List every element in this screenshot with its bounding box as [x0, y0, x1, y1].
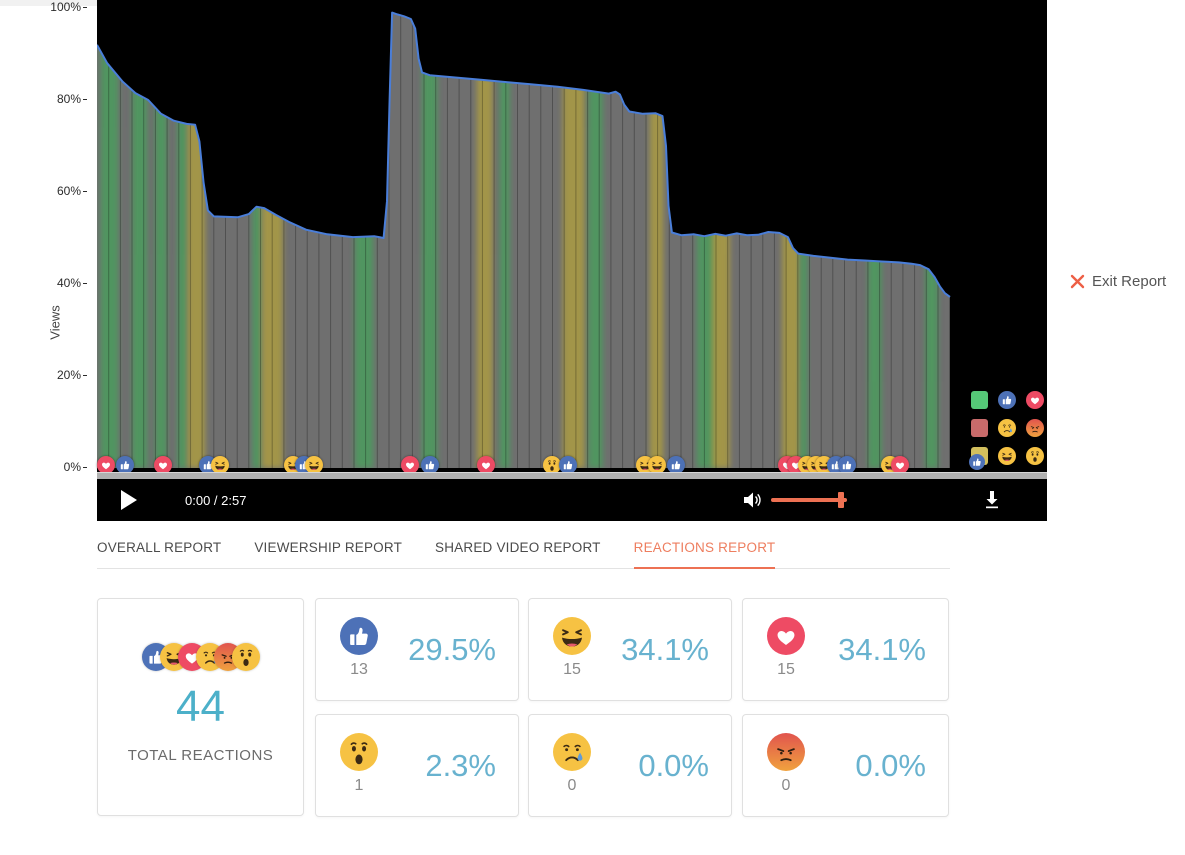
haha-icon: [553, 617, 591, 655]
love-reaction-marker[interactable]: [153, 456, 172, 474]
wow-icon: [1026, 447, 1044, 465]
wow-reaction-card: 1 2.3%: [315, 714, 519, 817]
close-icon: [1070, 274, 1085, 289]
like-reaction-marker[interactable]: [837, 456, 856, 474]
tab-viewership-report[interactable]: VIEWERSHIP REPORT: [254, 540, 403, 555]
like-reaction-marker[interactable]: [558, 456, 577, 474]
love-icon: [767, 617, 805, 655]
legend-color-square: [971, 419, 988, 437]
wow-icon: [340, 733, 378, 771]
tab-shared-video-report[interactable]: SHARED VIDEO REPORT: [435, 540, 601, 555]
love-reaction-marker[interactable]: [401, 456, 420, 474]
like-icon: [340, 617, 378, 655]
wow-percent: 2.3%: [425, 747, 496, 783]
love-icon: [1026, 391, 1044, 409]
like-reaction-marker[interactable]: [667, 456, 686, 474]
angry-reaction-card: 0 0.0%: [742, 714, 949, 817]
download-icon[interactable]: [983, 490, 1001, 510]
sad-percent: 0.0%: [638, 747, 709, 783]
sad-icon: [998, 419, 1016, 437]
play-icon: [121, 490, 137, 510]
haha-reaction-marker[interactable]: [210, 456, 229, 474]
love-percent: 34.1%: [838, 631, 926, 667]
haha-reaction-marker[interactable]: [647, 456, 666, 474]
video-time: 0:00 / 2:57: [185, 493, 247, 508]
wow-reaction-marker[interactable]: [542, 456, 561, 474]
report-tabs: OVERALL REPORT VIEWERSHIP REPORT SHARED …: [97, 534, 950, 569]
angry-icon: [1026, 419, 1044, 437]
love-reaction-card: 15 34.1%: [742, 598, 949, 701]
chart-legend: [969, 391, 1044, 470]
like-count: 13: [350, 661, 368, 678]
like-icon: [969, 454, 985, 470]
legend-color-square: [969, 447, 988, 470]
exit-report-button[interactable]: Exit Report: [1070, 273, 1166, 290]
play-button[interactable]: [121, 490, 139, 510]
tab-overall-report[interactable]: OVERALL REPORT: [97, 540, 222, 555]
total-reactions-card: 44 TOTAL REACTIONS: [97, 598, 304, 816]
haha-reaction-marker[interactable]: [304, 456, 323, 474]
love-reaction-marker[interactable]: [890, 456, 909, 474]
legend-color-square: [971, 391, 988, 409]
tab-reactions-report[interactable]: REACTIONS REPORT: [633, 534, 776, 569]
y-axis-tick-label: 0%: [64, 460, 87, 474]
volume-slider-handle[interactable]: [837, 492, 844, 508]
sad-count: 0: [567, 777, 577, 794]
angry-icon: [767, 733, 805, 771]
total-reactions-count: 44: [176, 682, 225, 731]
reaction-emoji-cluster: [98, 643, 303, 673]
top-strip: [0, 0, 97, 6]
exit-report-label: Exit Report: [1092, 273, 1167, 290]
reaction-timeline-markers: [96, 0, 1047, 474]
sad-reaction-card: 0 0.0%: [528, 714, 732, 817]
y-axis-tick-label: 60%: [57, 184, 87, 198]
haha-count: 15: [563, 661, 581, 678]
like-reaction-card: 13 29.5%: [315, 598, 519, 701]
y-axis-title: Views: [47, 305, 63, 340]
haha-percent: 34.1%: [621, 631, 709, 667]
like-icon: [998, 391, 1016, 409]
total-reactions-label: TOTAL REACTIONS: [127, 747, 274, 764]
legend-square: [971, 391, 988, 409]
y-axis-tick-label: 20%: [57, 368, 87, 382]
y-axis-tick-label: 80%: [57, 92, 87, 106]
volume-icon[interactable]: [742, 490, 762, 510]
sad-icon: [553, 733, 591, 771]
love-reaction-marker[interactable]: [96, 456, 115, 474]
like-reaction-marker[interactable]: [420, 456, 439, 474]
video-player-controls: 0:00 / 2:57: [97, 479, 1047, 521]
viewer-retention-chart: [96, 0, 1047, 474]
haha-reaction-card: 15 34.1%: [528, 598, 732, 701]
video-seekbar[interactable]: [97, 472, 1047, 479]
legend-square: [971, 419, 988, 437]
views-area-chart: [96, 11, 951, 468]
wow-icon: [231, 643, 260, 671]
like-reaction-marker[interactable]: [116, 456, 135, 474]
love-reaction-marker[interactable]: [476, 456, 495, 474]
angry-count: 0: [781, 777, 791, 794]
y-axis-tick-label: 100%: [50, 0, 87, 14]
volume-slider[interactable]: [771, 492, 847, 508]
haha-icon: [998, 447, 1016, 465]
like-percent: 29.5%: [408, 631, 496, 667]
angry-percent: 0.0%: [855, 747, 926, 783]
love-count: 15: [777, 661, 795, 678]
wow-count: 1: [354, 777, 364, 794]
y-axis-tick-label: 40%: [57, 276, 87, 290]
views-y-axis: Views 100% 80% 60% 40% 20% 0%: [0, 0, 97, 474]
